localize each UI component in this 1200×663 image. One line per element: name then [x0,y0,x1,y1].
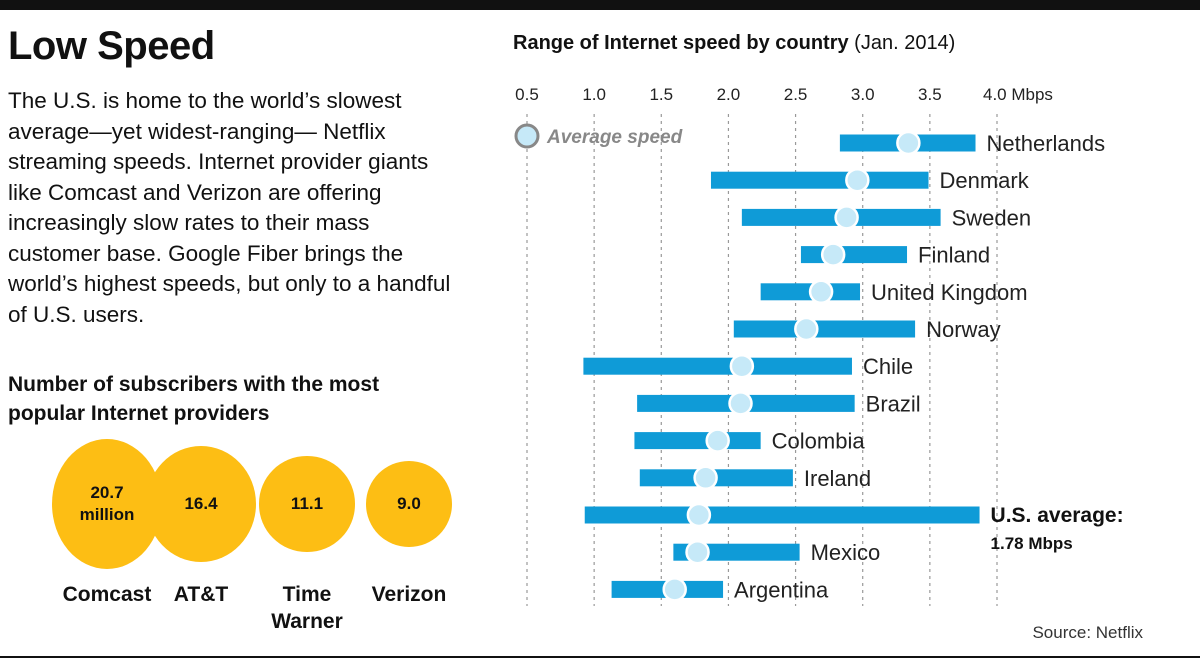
country-label: Netherlands [987,131,1106,156]
country-label: Denmark [940,168,1030,193]
range-bar [733,320,916,338]
country-label: Norway [926,317,1001,342]
average-dot [729,353,755,379]
country-labels: Netherlands Denmark Sweden Finland United Ki… [734,131,1124,602]
x-tick-label: 3.5 [918,85,942,104]
legend: Average speed [514,123,683,149]
legend-dot [514,123,540,149]
country-label: U.S. average: [991,504,1124,527]
country-label: Brazil [866,391,921,416]
top-rule [0,0,1200,10]
x-tick-label: 2.0 [717,85,741,104]
x-tick-label: 1.5 [649,85,673,104]
average-dot [834,205,859,230]
range-bars [583,130,980,602]
provider-name: Time Warner [271,583,343,633]
country-label: Colombia [772,429,866,454]
country-label: Finland [918,243,990,268]
range-bar [710,171,929,189]
provider-name: Comcast [62,583,152,606]
provider-bubble: 9.0 [366,461,452,547]
us-average-value: 1.78 Mbps [991,534,1073,553]
average-dot [728,391,753,416]
chart-subtitle: (Jan. 2014) [854,32,956,54]
x-tick-label: 1.0 [582,85,606,104]
country-label: Ireland [804,466,871,491]
average-dot [686,502,712,528]
provider-value: 9.0 [397,494,421,513]
provider-comcast: 20.7 million Comcast [52,438,162,638]
provider-bubble: 16.4 [146,446,256,562]
average-dot [705,428,730,453]
country-label: United Kingdom [871,280,1028,305]
country-label: Chile [863,354,913,379]
provider-time-warner: 11.1 Time Warner [252,438,362,638]
provider-value: 11.1 [290,494,324,513]
provider-name: AT&T [173,583,229,606]
bottom-rule [0,656,1200,658]
average-dot [896,130,921,156]
subscribers-title: Number of subscribers with the most popu… [8,373,380,425]
headline: Low Speed [8,24,215,68]
x-tick-label: 2.5 [784,85,808,104]
provider-verizon: 9.0 Verizon [354,438,464,638]
provider-value: 20.7 million [79,483,135,524]
intro-paragraph: The U.S. is home to the world’s slowest … [8,88,451,327]
average-dot [820,242,846,267]
x-tick-label: 3.0 [851,85,875,104]
average-dot [693,465,718,491]
range-bar [800,246,908,264]
average-dot [662,577,687,602]
provider-name: Verizon [371,583,447,606]
average-dot [794,316,819,342]
country-label: Mexico [811,540,881,565]
x-tick-label: 0.5 [515,85,539,104]
average-dot [808,279,834,305]
country-label: Sweden [952,205,1032,230]
average-dot [685,539,710,565]
chart-title-main: Range of Internet speed by country [513,32,849,54]
range-bar [584,506,980,524]
provider-att: 16.4 AT&T [146,438,256,638]
provider-bubble: 20.7 million [52,439,162,569]
country-label: Argentina [734,577,829,602]
range-bar [583,357,852,375]
provider-value: 16.4 [184,493,218,513]
tick-labels: 0.5 1.0 1.5 2.0 2.5 3.0 3.5 4.0 Mbps [515,85,1053,104]
average-dot [845,167,870,193]
x-tick-label: 4.0 Mbps [983,85,1053,104]
provider-bubble: 11.1 [259,456,355,552]
legend-label: Average speed [546,127,683,148]
range-bar [634,432,761,450]
source-note: Source: Netflix [1032,623,1143,642]
chart-title: Range of Internet speed by country (Jan.… [513,32,955,55]
